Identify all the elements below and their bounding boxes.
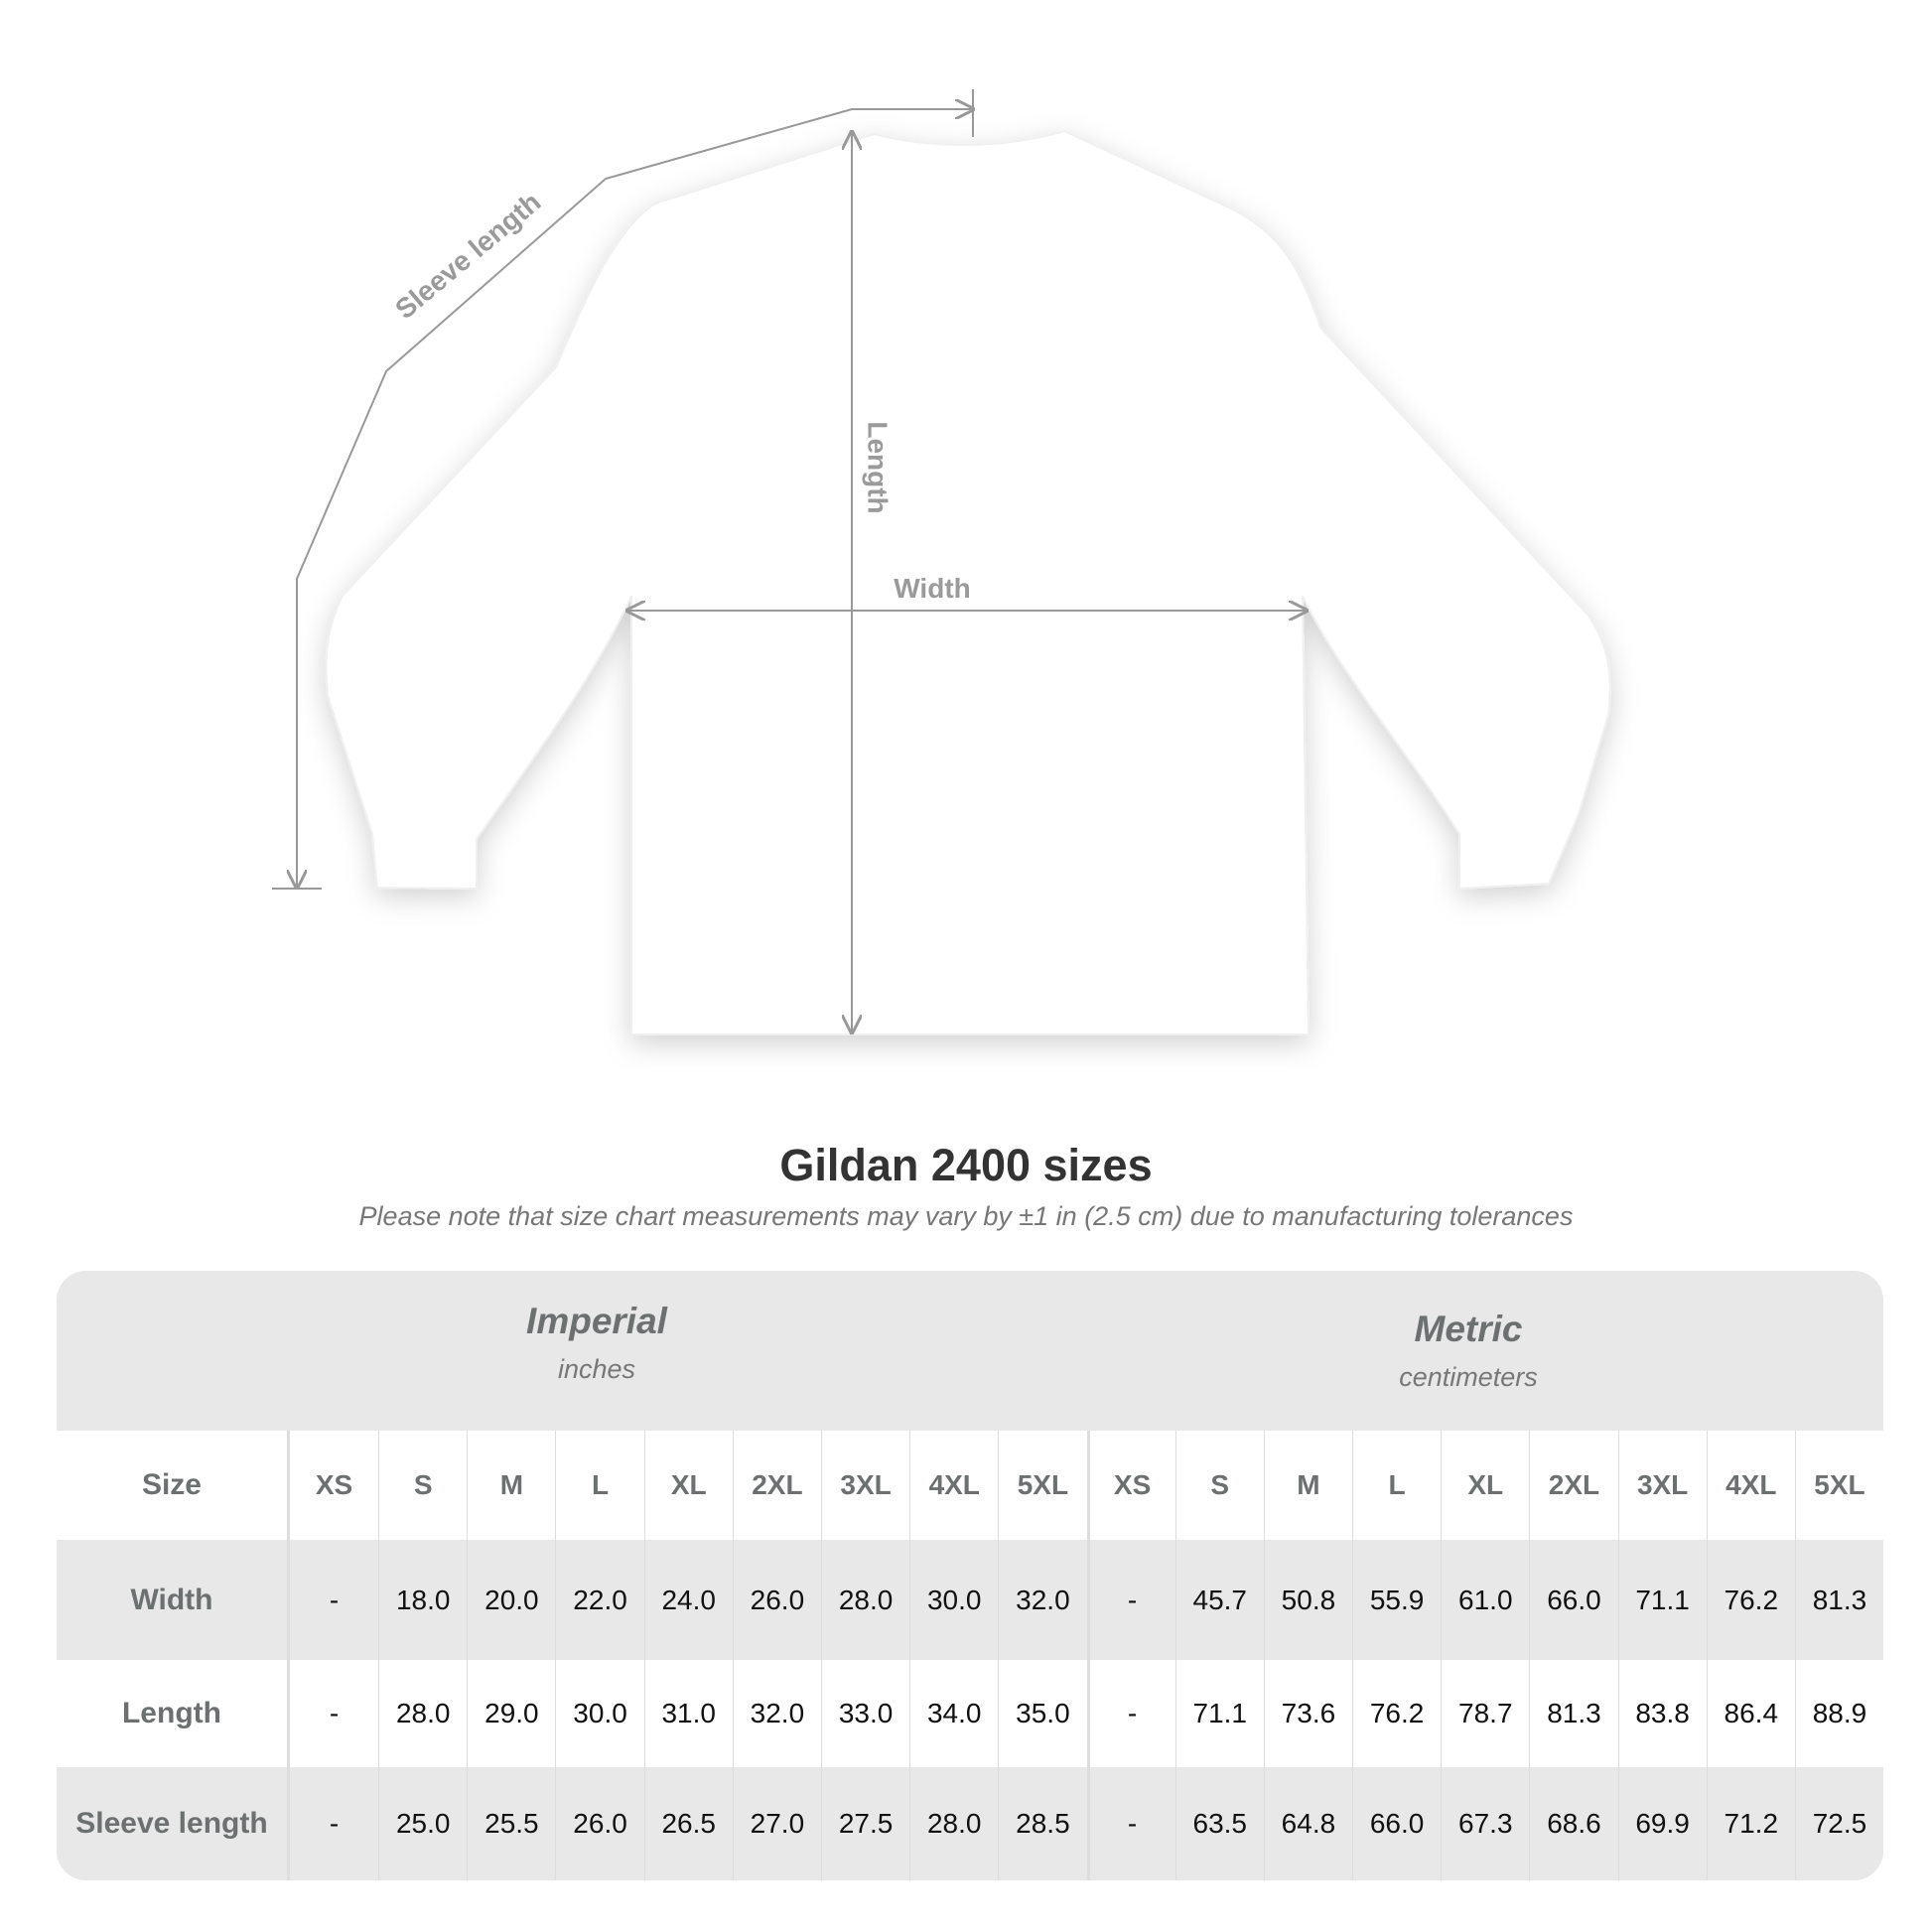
size-header-cell: M	[467, 1431, 555, 1540]
metric-unit: centimeters	[1399, 1362, 1538, 1392]
value-cell: 29.0	[467, 1660, 555, 1767]
value-cell: 50.8	[1263, 1540, 1352, 1660]
value-cell: 33.0	[820, 1660, 909, 1767]
value-cell: 26.0	[555, 1767, 643, 1880]
value-cell: 30.0	[909, 1540, 998, 1660]
sleeve-length-line	[297, 109, 973, 888]
unit-header: Imperial inches Metric centimeters	[57, 1271, 1883, 1431]
value-cell: 55.9	[1352, 1540, 1441, 1660]
size-header-cell: XL	[643, 1431, 733, 1540]
value-cell: -	[329, 1584, 340, 1615]
value-cell: 71.2	[1706, 1767, 1795, 1880]
table-row: Width -18.0 20.0 22.0 24.0 26.0 28.0 30.0 32.0-4…	[57, 1540, 1883, 1660]
length-label: Length	[863, 421, 894, 513]
tolerance-note: Please note that size chart measurements…	[358, 1201, 1574, 1231]
size-header-cell: 3XL	[820, 1431, 909, 1540]
value-cell: 88.9	[1794, 1660, 1883, 1767]
value-cell: 34.0	[909, 1660, 998, 1767]
row-label: Length	[57, 1660, 290, 1767]
value-cell: 45.7	[1174, 1540, 1264, 1660]
value-cell: 24.0	[643, 1540, 733, 1660]
value-cell: 81.3	[1529, 1660, 1617, 1767]
value-cell: 27.5	[820, 1767, 909, 1880]
value-cell: 35.0	[998, 1660, 1086, 1767]
value-cell: 83.8	[1617, 1660, 1707, 1767]
size-header-cell: 3XL	[1617, 1431, 1707, 1540]
value-cell: 18.0	[378, 1540, 467, 1660]
value-cell: 63.5	[1174, 1767, 1264, 1880]
value-cell: 25.5	[467, 1767, 555, 1880]
value-cell: -	[1086, 1767, 1175, 1880]
size-header-cell: 5XL	[998, 1431, 1086, 1540]
row-label: Width	[57, 1540, 290, 1660]
sleeve-length-label: Sleeve length	[389, 186, 546, 325]
size-header-cell: XL	[1441, 1431, 1529, 1540]
value-cell: -	[1086, 1540, 1175, 1660]
size-header-cell: XS	[1086, 1431, 1175, 1540]
table-row: Sleeve length -25.0 25.5 26.0 26.5 27.0 27.5 28…	[57, 1767, 1883, 1880]
metric-title: Metric	[1414, 1309, 1523, 1349]
table-row: Length -28.0 29.0 30.0 31.0 32.0 33.0 34.0 35.0-…	[57, 1660, 1883, 1767]
size-header-cell: 2XL	[732, 1431, 821, 1540]
value-cell: 78.7	[1441, 1660, 1529, 1767]
size-header-cell: M	[1263, 1431, 1352, 1540]
measurement-lines	[272, 89, 1307, 1033]
value-cell: 81.3	[1794, 1540, 1883, 1660]
value-cell: 66.0	[1352, 1767, 1441, 1880]
size-header-cell: 2XL	[1529, 1431, 1617, 1540]
value-cell: 28.0	[820, 1540, 909, 1660]
value-cell: 32.0	[998, 1540, 1086, 1660]
value-cell: 32.0	[732, 1660, 821, 1767]
size-header-cell: S	[1174, 1431, 1264, 1540]
chart-title: Gildan 2400 sizes	[779, 1140, 1153, 1190]
value-cell: 73.6	[1263, 1660, 1352, 1767]
value-cell: 69.9	[1617, 1767, 1707, 1880]
value-cell: -	[1086, 1660, 1175, 1767]
value-cell: 26.0	[732, 1540, 821, 1660]
value-cell: 22.0	[555, 1540, 643, 1660]
value-cell: 67.3	[1441, 1767, 1529, 1880]
value-cell: 61.0	[1441, 1540, 1529, 1660]
value-cell: 64.8	[1263, 1767, 1352, 1880]
shirt-diagram: Sleeve length Length Width	[272, 89, 1611, 1035]
size-header-cell: 4XL	[909, 1431, 998, 1540]
size-header-cell: 4XL	[1706, 1431, 1795, 1540]
size-table: Imperial inches Metric centimeters Size X…	[57, 1271, 1883, 1880]
value-cell: 25.0	[378, 1767, 467, 1880]
metric-header: Metric centimeters	[1171, 1309, 1766, 1393]
value-cell: 27.0	[732, 1767, 821, 1880]
row-label: Sleeve length	[57, 1767, 290, 1880]
value-cell: 71.1	[1174, 1660, 1264, 1767]
value-cell: 72.5	[1794, 1767, 1883, 1880]
value-cell: 66.0	[1529, 1540, 1617, 1660]
value-cell: 31.0	[643, 1660, 733, 1767]
size-header-cell: S	[378, 1431, 467, 1540]
value-cell: -	[329, 1808, 340, 1839]
size-header-row: Size XS S M L XL 2XL 3XL 4XL 5XL XS S M L XL 2XL 3XL 4XL 5…	[57, 1431, 1883, 1540]
row-label: Size	[57, 1431, 290, 1540]
value-cell: 71.1	[1617, 1540, 1707, 1660]
size-header-cell: XS	[315, 1469, 353, 1500]
value-cell: 68.6	[1529, 1767, 1617, 1880]
size-header-cell: L	[1352, 1431, 1441, 1540]
value-cell: -	[329, 1698, 340, 1728]
width-label: Width	[894, 573, 971, 604]
imperial-header: Imperial inches	[299, 1301, 895, 1385]
imperial-title: Imperial	[526, 1301, 667, 1341]
size-header-cell: L	[555, 1431, 643, 1540]
value-cell: 30.0	[555, 1660, 643, 1767]
value-cell: 20.0	[467, 1540, 555, 1660]
size-header-cell: 5XL	[1794, 1431, 1883, 1540]
imperial-unit: inches	[557, 1354, 636, 1384]
value-cell: 86.4	[1706, 1660, 1795, 1767]
value-cell: 28.0	[909, 1767, 998, 1880]
value-cell: 26.5	[643, 1767, 733, 1880]
value-cell: 28.0	[378, 1660, 467, 1767]
value-cell: 76.2	[1706, 1540, 1795, 1660]
value-cell: 76.2	[1352, 1660, 1441, 1767]
value-cell: 28.5	[998, 1767, 1086, 1880]
